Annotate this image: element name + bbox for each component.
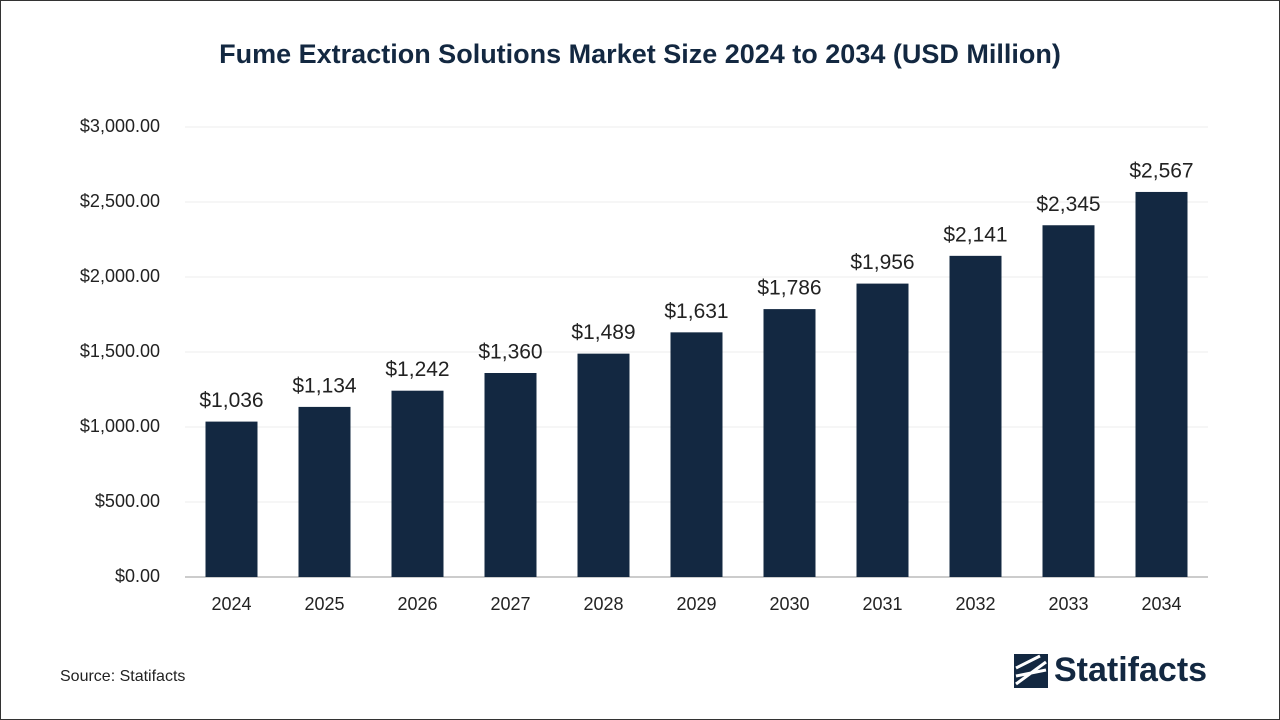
x-tick-label: 2027 bbox=[490, 594, 530, 614]
bar bbox=[670, 332, 723, 577]
value-label: $1,134 bbox=[292, 374, 357, 397]
bar bbox=[484, 373, 537, 577]
bar bbox=[577, 353, 630, 577]
x-tick-label: 2026 bbox=[397, 594, 437, 614]
value-label: $2,141 bbox=[943, 223, 1007, 246]
y-tick-label: $2,000.00 bbox=[80, 266, 160, 286]
x-tick-label: 2025 bbox=[304, 594, 344, 614]
x-tick-label: 2030 bbox=[769, 594, 809, 614]
value-label: $2,345 bbox=[1036, 193, 1100, 216]
bar bbox=[949, 255, 1002, 577]
y-tick-label: $1,500.00 bbox=[80, 341, 160, 361]
x-tick-label: 2024 bbox=[211, 594, 251, 614]
bar bbox=[763, 309, 816, 577]
x-tick-label: 2029 bbox=[676, 594, 716, 614]
bar bbox=[856, 283, 909, 577]
y-tick-label: $1,000.00 bbox=[80, 416, 160, 436]
value-label: $1,786 bbox=[757, 277, 821, 300]
x-tick-label: 2033 bbox=[1048, 594, 1088, 614]
value-label: $1,036 bbox=[199, 389, 263, 412]
source: Source: Statifacts bbox=[60, 668, 185, 685]
value-label: $1,956 bbox=[850, 251, 914, 274]
chart-title: Fume Extraction Solutions Market Size 20… bbox=[219, 39, 1061, 69]
bar bbox=[391, 390, 444, 577]
bar bbox=[1042, 225, 1095, 577]
value-label: $1,360 bbox=[478, 341, 542, 364]
x-tick-label: 2034 bbox=[1141, 594, 1181, 614]
bar bbox=[1135, 191, 1188, 577]
x-tick-label: 2031 bbox=[862, 594, 902, 614]
y-tick-label: $2,500.00 bbox=[80, 191, 160, 211]
y-tick-label: $500.00 bbox=[95, 491, 160, 511]
value-label: $1,631 bbox=[664, 300, 728, 323]
value-label: $1,242 bbox=[385, 358, 449, 381]
logo-icon bbox=[1014, 654, 1048, 688]
x-tick-label: 2028 bbox=[583, 594, 623, 614]
value-label: $1,489 bbox=[571, 321, 635, 344]
y-tick-label: $0.00 bbox=[115, 566, 160, 586]
bar bbox=[298, 406, 351, 577]
x-tick-label: 2032 bbox=[955, 594, 995, 614]
value-label: $2,567 bbox=[1129, 159, 1193, 182]
bar bbox=[205, 421, 258, 577]
y-tick-label: $3,000.00 bbox=[80, 116, 160, 136]
logo-text: Statifacts bbox=[1054, 651, 1207, 689]
